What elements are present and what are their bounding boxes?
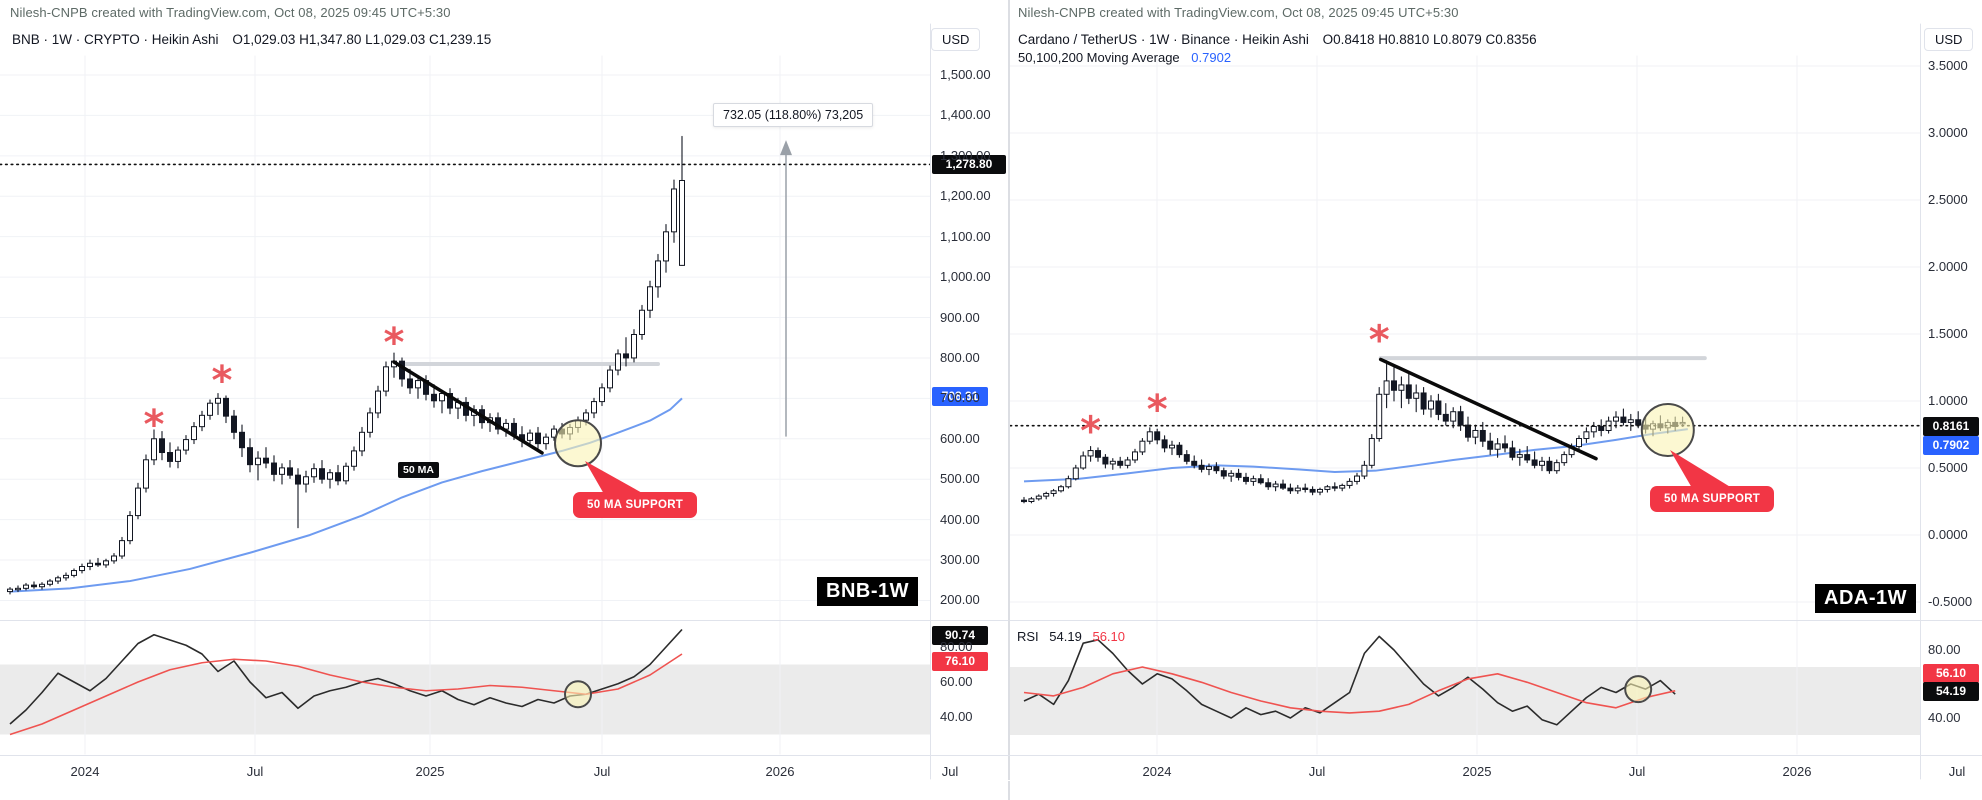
right-panel-attribution: Nilesh-CNPB created with TradingView.com…	[1018, 5, 1459, 20]
rsi-indicator-name[interactable]: RSI	[1017, 629, 1039, 644]
left-panel-attribution: Nilesh-CNPB created with TradingView.com…	[10, 5, 451, 20]
right-indicator-row[interactable]: 50,100,200 Moving Average 0.7902	[1018, 50, 1231, 65]
right-ma-support-callout[interactable]: 50 MA SUPPORT	[1650, 486, 1775, 512]
price-tick-label: 1,300.00	[940, 147, 991, 163]
rsi-tick-label: 40.00	[1928, 710, 1961, 725]
time-axis-label: Jul	[1308, 764, 1326, 779]
price-tick-label: 3.0000	[1928, 125, 1968, 140]
rsi-tick-label: 80.00	[1928, 642, 1961, 657]
time-axis-label: 2026	[765, 764, 795, 779]
time-axis-label: Jul	[941, 764, 959, 779]
right-rsi-value-badge: 54.19	[1923, 682, 1979, 702]
price-tick-label: 3.5000	[1928, 58, 1968, 73]
rsi-tick-label: 80.00	[940, 639, 973, 654]
right-symbol-row[interactable]: Cardano / TetherUS · 1W · Binance · Heik…	[1018, 32, 1537, 47]
right-symbol-title[interactable]: Cardano / TetherUS · 1W · Binance · Heik…	[1018, 32, 1309, 47]
left-rsi-ma-badge: 76.10	[932, 652, 988, 672]
rsi-tick-label: 40.00	[940, 709, 973, 724]
indicator-name[interactable]: 50,100,200 Moving Average	[1018, 50, 1180, 65]
price-tick-label: 200.00	[940, 592, 980, 608]
time-axis-label: Jul	[246, 764, 264, 779]
price-tick-label: 2.0000	[1928, 259, 1968, 274]
right-chart-watermark: ADA-1W	[1815, 584, 1916, 613]
time-axis-label: Jul	[1948, 764, 1966, 779]
ma50-text-label[interactable]: 50 MA	[398, 462, 439, 478]
left-ohlc-values: O1,029.03 H1,347.80 L1,029.03 C1,239.15	[232, 32, 492, 47]
price-tick-label: 1,000.00	[940, 269, 991, 285]
time-axis-label: 2024	[70, 764, 100, 779]
price-tick-label: 1.5000	[1928, 326, 1968, 341]
time-axis-label: Jul	[593, 764, 611, 779]
rsi-tick-label: 60.00	[940, 674, 973, 689]
price-range-measure-label[interactable]: 732.05 (118.80%) 73,205	[713, 103, 874, 127]
left-symbol-title[interactable]: BNB · 1W · CRYPTO · Heikin Ashi	[12, 32, 219, 47]
price-tick-label: 600.00	[940, 430, 980, 446]
price-tick-label: 300.00	[940, 552, 980, 568]
left-chart-watermark: BNB-1W	[817, 577, 918, 606]
asterisk-marker[interactable]: *	[144, 402, 165, 448]
price-tick-label: 1,500.00	[940, 67, 991, 82]
time-axis-label: 2025	[1462, 764, 1492, 779]
price-tick-label: 700.00	[940, 390, 980, 406]
right-last-price-badge: 0.8161	[1923, 417, 1979, 437]
asterisk-marker[interactable]: *	[384, 320, 405, 366]
rsi-ma-value: 56.10	[1092, 629, 1126, 644]
time-axis-label: Jul	[1628, 764, 1646, 779]
asterisk-marker[interactable]: *	[212, 358, 233, 404]
price-tick-label: 2.5000	[1928, 192, 1968, 207]
price-tick-label: 1,200.00	[940, 188, 991, 204]
price-tick-label: 500.00	[940, 471, 980, 487]
price-tick-label: 900.00	[940, 309, 980, 325]
price-tick-label: 800.00	[940, 349, 980, 365]
price-tick-label: 400.00	[940, 511, 980, 527]
left-ma-price-badge: 708.31	[932, 387, 988, 407]
price-tick-label: 1,100.00	[940, 228, 991, 244]
time-axis-label: 2026	[1782, 764, 1812, 779]
left-last-price-badge: 1,278.80	[932, 155, 1006, 175]
left-ma-support-callout[interactable]: 50 MA SUPPORT	[573, 492, 698, 518]
asterisk-marker[interactable]: *	[1147, 387, 1168, 433]
right-currency-button[interactable]: USD	[1924, 28, 1974, 51]
right-rsi-ma-badge: 56.10	[1923, 664, 1979, 684]
left-symbol-row[interactable]: BNB · 1W · CRYPTO · Heikin Ashi O1,029.0…	[12, 32, 491, 47]
right-rsi-legend[interactable]: RSI 54.19 56.10	[1017, 629, 1132, 644]
price-tick-label: 0.5000	[1928, 460, 1968, 475]
left-currency-button[interactable]: USD	[931, 28, 981, 51]
price-tick-label: 1.0000	[1928, 393, 1968, 408]
price-tick-label: 1,400.00	[940, 107, 991, 123]
price-tick-label: -0.5000	[1928, 594, 1973, 609]
indicator-value: 0.7902	[1191, 50, 1232, 65]
price-tick-label: 0.0000	[1928, 527, 1968, 542]
right-ohlc-values: O0.8418 H0.8810 L0.8079 C0.8356	[1322, 32, 1537, 47]
asterisk-marker[interactable]: *	[1080, 408, 1101, 454]
rsi-value: 54.19	[1049, 629, 1082, 644]
left-rsi-value-badge: 90.74	[932, 626, 988, 646]
asterisk-marker[interactable]: *	[1369, 317, 1390, 363]
right-ma-price-badge: 0.7902	[1923, 436, 1979, 456]
time-axis-label: 2025	[415, 764, 445, 779]
time-axis-label: 2024	[1142, 764, 1172, 779]
